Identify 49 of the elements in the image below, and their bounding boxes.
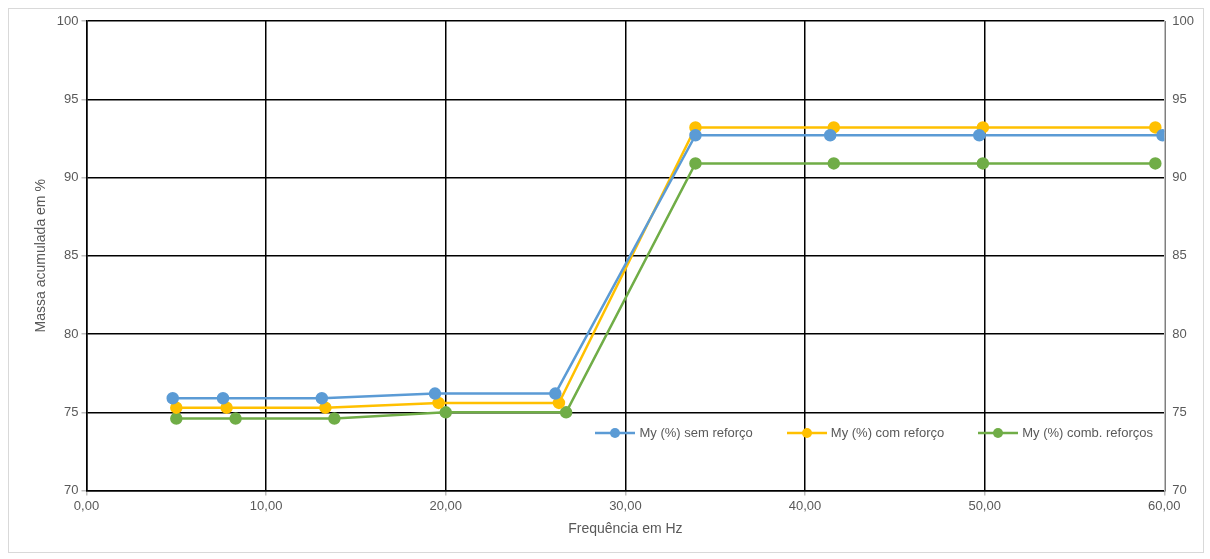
x-tick-label: 0,00 — [73, 497, 100, 513]
y-tick-label: 95 — [64, 90, 79, 106]
point — [220, 401, 233, 414]
point — [432, 396, 445, 410]
y-tick-label: 75 — [64, 403, 79, 419]
x-tick-label: 40,00 — [788, 497, 822, 513]
point — [1149, 121, 1162, 134]
legend-label: My (%) com reforço — [830, 425, 945, 440]
y-tick-label: 100 — [56, 12, 79, 28]
y-axis-title: Massa acumulada em % — [32, 179, 49, 333]
point — [170, 412, 183, 425]
x-tick-label: 60,00 — [1148, 497, 1181, 513]
y2-tick-label: 95 — [1172, 90, 1187, 106]
y2-tick-label: 75 — [1172, 403, 1187, 419]
legend-label: My (%) comb. reforços — [1022, 425, 1153, 440]
point — [229, 412, 242, 425]
point — [559, 406, 573, 419]
point — [827, 157, 841, 170]
y-tick-label: 70 — [64, 482, 79, 498]
y-tick-label: 80 — [64, 325, 79, 341]
x-tick-label: 10,00 — [249, 497, 283, 513]
y-tick-label: 85 — [64, 247, 79, 263]
point — [315, 392, 329, 405]
y2-tick-label: 100 — [1172, 12, 1195, 28]
x-tick-label: 20,00 — [429, 497, 463, 513]
point — [428, 387, 442, 400]
point — [689, 129, 702, 142]
y2-tick-label: 85 — [1172, 247, 1187, 263]
point — [328, 412, 341, 425]
point — [823, 129, 837, 142]
point — [552, 396, 566, 410]
point — [216, 392, 230, 405]
point — [1149, 157, 1162, 170]
y2-tick-label: 90 — [1172, 169, 1187, 185]
point — [166, 392, 179, 405]
y2-tick-label: 70 — [1172, 482, 1187, 498]
y2-tick-label: 80 — [1172, 325, 1187, 341]
legend-label: My (%) sem reforço — [639, 425, 753, 440]
point — [549, 387, 562, 400]
point — [976, 157, 990, 170]
y-tick-label: 90 — [64, 169, 79, 185]
point — [439, 406, 453, 419]
x-axis-title: Frequência em Hz — [568, 520, 683, 537]
point — [319, 401, 332, 414]
point — [170, 401, 183, 414]
x-tick-label: 30,00 — [609, 497, 642, 513]
point — [973, 129, 986, 142]
x-tick-label: 50,00 — [968, 497, 1001, 513]
point — [689, 157, 702, 170]
